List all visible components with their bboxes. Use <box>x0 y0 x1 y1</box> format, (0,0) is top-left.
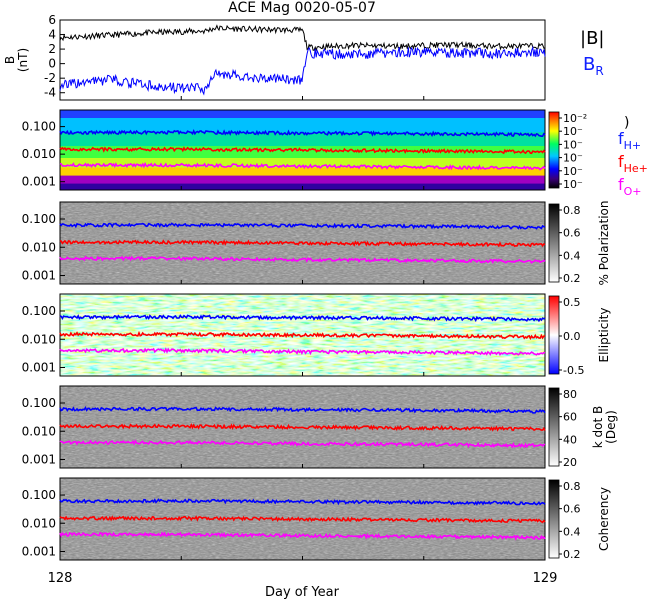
colorbar <box>548 203 560 283</box>
colorbar-tick-label: 0.8 <box>563 204 581 217</box>
y-axis-label: B(nT) <box>3 48 30 72</box>
colorbar <box>548 479 560 559</box>
panel-coherency: 0.100 0.010 0.001 0.8 0.6 0.4 0.2 Coherency <box>22 477 611 561</box>
heatmap-band <box>60 167 545 177</box>
y-tick-label: 0.010 <box>22 147 56 161</box>
colorbar-tick-label: 0.2 <box>563 548 581 561</box>
heatmap-band <box>60 110 545 119</box>
y-tick-label: 0.100 <box>22 396 56 410</box>
x-tick-129: 129 <box>533 571 558 586</box>
heatmap-band <box>60 132 545 147</box>
colorbar-tick-label: 10⁻ <box>563 178 583 191</box>
y-tick-label: 0.100 <box>22 120 56 134</box>
line-f_he <box>59 515 546 524</box>
panel-k-dot-b: 0.100 0.010 0.001 80 60 40 20 k dot B(Deg) <box>22 385 618 469</box>
colorbar-label: % Polarization <box>597 201 611 286</box>
colorbar-tick-label: 40 <box>563 433 577 446</box>
y-tick-label: -4 <box>44 86 56 100</box>
colorbar <box>548 111 560 189</box>
line-f_h <box>59 406 546 414</box>
colorbar <box>548 295 560 375</box>
line-f_he <box>59 422 546 432</box>
y-tick-label: 0.100 <box>22 488 56 502</box>
panel-ellipticity: 0.100 0.010 0.001 0.5 0.0 -0.5 Ellipticity <box>22 293 611 377</box>
f-h-legend: fH+ <box>618 129 641 152</box>
colorbar-label: Coherency <box>597 487 611 551</box>
line-f_he <box>59 330 546 341</box>
colorbar-tick-label: 10⁻² <box>563 112 587 125</box>
colorbar-tick-label: 60 <box>563 411 577 424</box>
y-tick-label: 0.010 <box>22 516 56 530</box>
colorbar-tick-label: 10⁻ <box>563 125 583 138</box>
b-r-legend: BR <box>583 54 604 78</box>
x-tick-128: 128 <box>48 571 73 586</box>
y-tick-label: 0.010 <box>22 424 56 438</box>
f-o-legend: fO+ <box>618 175 642 198</box>
line-f_h <box>59 498 546 506</box>
y-tick-label: 0.100 <box>22 212 56 226</box>
colorbar-tick-label: 0.6 <box>563 503 581 516</box>
colorbar-tick-label: 0.2 <box>563 272 581 285</box>
y-tick-label: 0.001 <box>22 175 56 189</box>
colorbar-tick-label: 0.8 <box>563 480 581 493</box>
y-tick-label: 0.100 <box>22 304 56 318</box>
heatmap-band <box>60 158 545 169</box>
line-f_o <box>59 161 546 171</box>
colorbar-label: k dot B(Deg) <box>591 406 618 448</box>
colorbar-tick-label: 0.6 <box>563 227 581 240</box>
frequency-legend: ) fH+ fHe+ fO+ <box>618 115 648 198</box>
figure-title: ACE Mag 0020-05-07 <box>228 0 376 16</box>
colorbar-tick-label: 0.0 <box>563 330 581 343</box>
panels: 6420-2-4B(nT)0.1000.0100.00110⁻²10⁻10⁻10… <box>3 13 618 561</box>
y-tick-label: 0.001 <box>22 268 56 282</box>
y-tick-label: 4 <box>48 28 56 42</box>
colorbar-tick-label: 20 <box>563 456 577 469</box>
line-f_o <box>59 347 546 356</box>
colorbar-tick-label: 0.4 <box>563 249 581 262</box>
y-tick-label: 6 <box>48 13 56 27</box>
panel-polarization: 0.100 0.010 0.001 0.8 0.6 0.4 0.2 % Polarizatio… <box>22 201 611 286</box>
colorbar-tick-label: 0.4 <box>563 525 581 538</box>
y-tick-label: 0.010 <box>22 240 56 254</box>
line-f_he <box>59 146 546 155</box>
y-tick-label: 0.001 <box>22 544 56 558</box>
line-f_h <box>59 129 546 138</box>
y-tick-label: 0.010 <box>22 332 56 346</box>
panel-frame <box>59 19 546 101</box>
line-f_o <box>59 531 546 541</box>
series-line-b-total <box>59 24 546 52</box>
colorbar-label: Ellipticity <box>597 308 611 363</box>
b-total-legend: |B| <box>580 28 604 49</box>
f-he-legend: fHe+ <box>618 152 648 175</box>
x-axis-label: Day of Year <box>265 585 340 600</box>
y-tick-label: 0 <box>48 57 56 71</box>
colorbar-tick-label: 80 <box>563 388 577 401</box>
y-tick-label: 2 <box>48 42 56 56</box>
line-f_o <box>59 255 546 265</box>
power-label-partial: ) <box>624 115 629 131</box>
y-tick-label: 0.001 <box>22 360 56 374</box>
heatmap-band <box>60 118 545 133</box>
line-f_o <box>59 439 546 449</box>
series-line-b-r <box>59 45 546 96</box>
colorbar-tick-label: -0.5 <box>563 364 584 377</box>
line-f_he <box>59 239 546 248</box>
colorbar-tick-label: 0.5 <box>563 296 581 309</box>
colorbar <box>548 387 560 467</box>
line-f_h <box>59 314 546 323</box>
y-tick-label: 0.001 <box>22 452 56 466</box>
colorbar-tick-label: 10⁻ <box>563 152 583 165</box>
line-f_h <box>59 222 546 230</box>
y-tick-label: -2 <box>44 71 56 85</box>
heatmap-band <box>60 175 545 185</box>
colorbar-tick-label: 10⁻ <box>563 165 583 178</box>
b-legend: |B| BR <box>580 28 604 78</box>
colorbar-tick-label: 10⁻ <box>563 138 583 151</box>
